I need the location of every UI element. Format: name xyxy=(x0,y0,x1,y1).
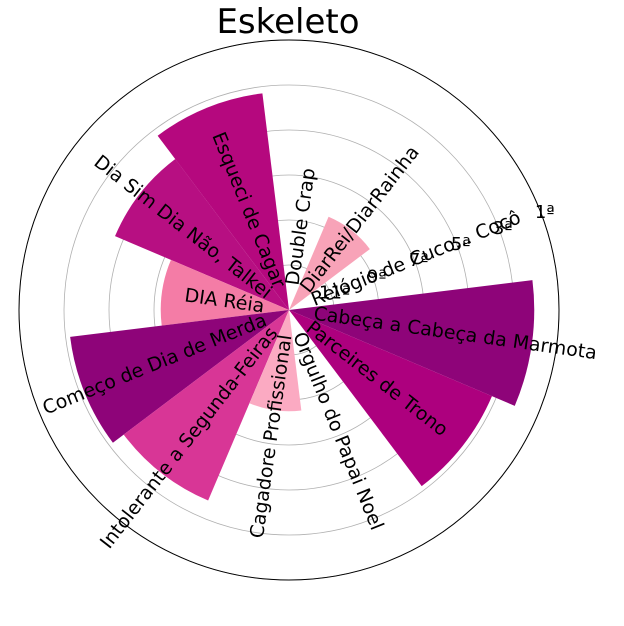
bar-0 xyxy=(289,280,535,406)
bar-9 xyxy=(249,310,302,412)
radial-tick-label: 5ª xyxy=(451,234,471,255)
radial-tick-label: 1ª xyxy=(535,202,555,223)
chart-title: Eskeleto xyxy=(216,2,359,42)
bar-8 xyxy=(123,310,290,501)
bar-5 xyxy=(115,159,290,310)
bar-2 xyxy=(289,216,370,310)
radial-tick-label: 3ª xyxy=(493,218,513,239)
radial-tick-labels: 11ª 9ª 7ª 5ª 3ª 1ª xyxy=(319,202,555,304)
outer-circle xyxy=(18,39,560,581)
bar-11 xyxy=(289,310,492,487)
bar-4 xyxy=(157,93,289,310)
radial-tick-label: 7ª xyxy=(409,250,429,271)
radial-tick-label: 11ª xyxy=(319,282,350,303)
bars xyxy=(70,93,535,501)
bar-7 xyxy=(70,310,289,443)
bar-6 xyxy=(160,259,289,326)
radial-tick-label: 9ª xyxy=(367,266,387,287)
